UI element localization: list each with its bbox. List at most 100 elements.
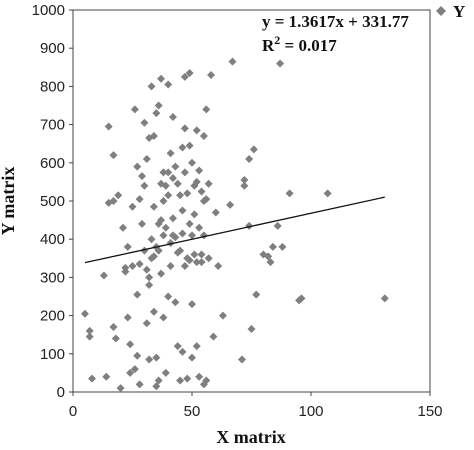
x-axis-ticks: 0 50 100 150: [69, 392, 443, 420]
data-point: [145, 281, 154, 290]
data-point: [178, 143, 187, 152]
data-point: [185, 256, 194, 265]
y-axis-title: Y matrix: [0, 167, 18, 236]
data-point: [190, 250, 199, 259]
data-point: [209, 332, 218, 341]
y-tick-label: 900: [40, 40, 65, 57]
data-point: [85, 326, 94, 335]
data-point: [147, 82, 156, 91]
data-point: [168, 174, 177, 183]
data-point: [168, 214, 177, 223]
data-point: [154, 376, 163, 385]
data-point: [116, 384, 125, 393]
data-point: [266, 258, 275, 267]
data-point: [135, 380, 144, 389]
data-point: [268, 242, 277, 251]
data-point: [197, 258, 206, 267]
data-point: [207, 70, 216, 79]
data-point: [252, 290, 261, 299]
data-point: [276, 59, 285, 68]
data-point: [123, 313, 132, 322]
data-point: [211, 208, 220, 217]
data-point: [126, 340, 135, 349]
data-point: [142, 265, 151, 274]
data-point: [157, 216, 166, 225]
data-point: [188, 353, 196, 362]
data-point: [161, 368, 170, 377]
data-point: [133, 162, 142, 171]
data-point: [204, 254, 213, 263]
data-point: [245, 154, 254, 163]
data-point: [80, 309, 89, 318]
data-point: [214, 261, 223, 270]
data-point: [173, 179, 182, 188]
data-point: [259, 250, 268, 259]
data-point: [140, 181, 149, 190]
data-point: [123, 242, 132, 251]
y-tick-label: 300: [40, 269, 65, 286]
y-axis-ticks: 0 100 200 300 400 500 600 700 800 900 1000: [32, 2, 73, 401]
data-point: [118, 223, 127, 232]
data-point: [218, 311, 227, 320]
data-point: [149, 307, 158, 316]
legend-marker-diamond-icon: [436, 6, 446, 16]
data-point: [240, 181, 249, 190]
data-point: [173, 342, 182, 351]
data-point: [85, 332, 94, 341]
data-point: [190, 210, 199, 219]
data-point: [140, 118, 149, 127]
data-point: [323, 189, 332, 198]
data-point: [159, 197, 168, 205]
data-point: [202, 376, 211, 385]
data-point: [166, 149, 175, 158]
data-point: [128, 261, 137, 270]
data-point: [237, 355, 246, 364]
trendline-r-squared: R2 = 0.017: [262, 33, 337, 55]
data-point: [380, 294, 389, 303]
data-point: [202, 195, 211, 204]
data-point: [183, 374, 192, 383]
data-point: [154, 246, 163, 255]
x-tick-label: 100: [298, 403, 323, 420]
legend: Y: [436, 2, 465, 21]
data-point: [199, 132, 208, 141]
data-point: [161, 223, 170, 232]
data-point: [171, 162, 180, 171]
data-point: [152, 382, 161, 391]
y-tick-label: 700: [40, 117, 65, 134]
y-tick-label: 0: [57, 384, 65, 401]
data-point: [192, 258, 201, 267]
data-point: [188, 231, 196, 240]
trendline: [84, 196, 385, 264]
data-point: [164, 191, 173, 200]
y-tick-label: 200: [40, 308, 65, 325]
data-point: [185, 219, 194, 228]
data-point: [180, 124, 189, 133]
data-point: [228, 57, 237, 66]
data-point: [188, 158, 196, 167]
data-point: [149, 202, 158, 211]
data-point: [99, 271, 108, 280]
data-point: [133, 290, 142, 299]
data-point: [147, 254, 156, 263]
x-tick-label: 50: [184, 403, 201, 420]
data-point: [154, 101, 163, 110]
data-point: [130, 105, 139, 114]
data-point: [130, 365, 139, 374]
data-point: [188, 300, 196, 309]
trendline-equation: y = 1.3617x + 331.77: [262, 12, 409, 31]
data-point: [114, 191, 123, 200]
data-points: [80, 57, 389, 393]
data-point: [164, 292, 173, 301]
data-point: [202, 105, 211, 114]
data-point: [157, 74, 166, 83]
data-point: [135, 195, 144, 204]
data-point: [273, 221, 282, 230]
data-point: [88, 374, 97, 383]
data-point: [145, 273, 154, 282]
data-point: [178, 229, 187, 238]
data-point: [147, 235, 156, 244]
data-point: [197, 187, 206, 196]
data-point: [164, 80, 173, 89]
